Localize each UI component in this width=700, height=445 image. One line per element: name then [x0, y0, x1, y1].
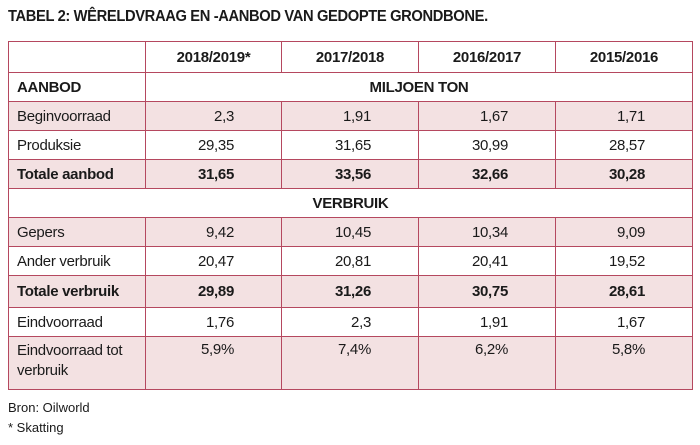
section-row-aanbod: AANBOD MILJOEN TON [8, 72, 693, 102]
cell: 31,65 [145, 159, 282, 189]
cell: 32,66 [418, 159, 556, 189]
cell: 19,52 [555, 246, 693, 276]
cell: 29,35 [145, 130, 282, 160]
cell: 1,67 [418, 101, 556, 131]
cell: 1,76 [145, 307, 282, 337]
cell: 31,26 [281, 275, 419, 308]
cell: 33,56 [281, 159, 419, 189]
cell: 2,3 [145, 101, 282, 131]
column-header: 2016/2017 [418, 41, 556, 73]
table-row: Gepers 9,42 10,45 10,34 9,09 [8, 217, 693, 247]
cell: 1,91 [281, 101, 419, 131]
row-label: Eindvoorraad tot verbruik [8, 336, 146, 390]
table-row-total: Totale aanbod 31,65 33,56 32,66 30,28 [8, 159, 693, 189]
table-row-total: Totale verbruik 29,89 31,26 30,75 28,61 [8, 275, 693, 308]
cell: 28,61 [555, 275, 693, 308]
estimate-note: * Skatting [8, 420, 64, 435]
table-row: Eindvoorraad tot verbruik 5,9% 7,4% 6,2%… [8, 336, 693, 390]
cell: 30,75 [418, 275, 556, 308]
column-header: 2018/2019* [145, 41, 282, 73]
header-row: 2018/2019* 2017/2018 2016/2017 2015/2016 [8, 41, 693, 73]
column-header: 2017/2018 [281, 41, 419, 73]
grondbone-table: 2018/2019* 2017/2018 2016/2017 2015/2016… [8, 41, 693, 390]
cell: 20,47 [145, 246, 282, 276]
cell: 30,28 [555, 159, 693, 189]
cell: 6,2% [418, 336, 556, 390]
cell: 2,3 [281, 307, 419, 337]
cell: 10,34 [418, 217, 556, 247]
source-note: Bron: Oilworld [8, 400, 90, 415]
cell: 31,65 [281, 130, 419, 160]
table-row: Produksie 29,35 31,65 30,99 28,57 [8, 130, 693, 160]
cell: 20,41 [418, 246, 556, 276]
cell: 7,4% [281, 336, 419, 390]
column-header: 2015/2016 [555, 41, 693, 73]
unit-label: MILJOEN TON [145, 72, 693, 102]
cell: 1,91 [418, 307, 556, 337]
cell: 1,67 [555, 307, 693, 337]
cell: 29,89 [145, 275, 282, 308]
row-label: Beginvoorraad [8, 101, 146, 131]
table-title: TABEL 2: WÊRELDVRAAG EN -AANBOD VAN GEDO… [8, 8, 488, 25]
row-label: Gepers [8, 217, 146, 247]
row-label: Ander verbruik [8, 246, 146, 276]
cell: 28,57 [555, 130, 693, 160]
cell: 1,71 [555, 101, 693, 131]
row-label: Eindvoorraad [8, 307, 146, 337]
cell: 30,99 [418, 130, 556, 160]
cell: 10,45 [281, 217, 419, 247]
table-row: Ander verbruik 20,47 20,81 20,41 19,52 [8, 246, 693, 276]
section-label: AANBOD [8, 72, 146, 102]
cell: 9,42 [145, 217, 282, 247]
row-label: Totale verbruik [8, 275, 146, 308]
cell: 20,81 [281, 246, 419, 276]
section-row-verbruik: VERBRUIK [8, 188, 693, 218]
section-label: VERBRUIK [8, 188, 693, 218]
row-label: Produksie [8, 130, 146, 160]
table-row: Beginvoorraad 2,3 1,91 1,67 1,71 [8, 101, 693, 131]
cell: 5,9% [145, 336, 282, 390]
row-label: Totale aanbod [8, 159, 146, 189]
cell: 5,8% [555, 336, 693, 390]
cell: 9,09 [555, 217, 693, 247]
table-row: Eindvoorraad 1,76 2,3 1,91 1,67 [8, 307, 693, 337]
